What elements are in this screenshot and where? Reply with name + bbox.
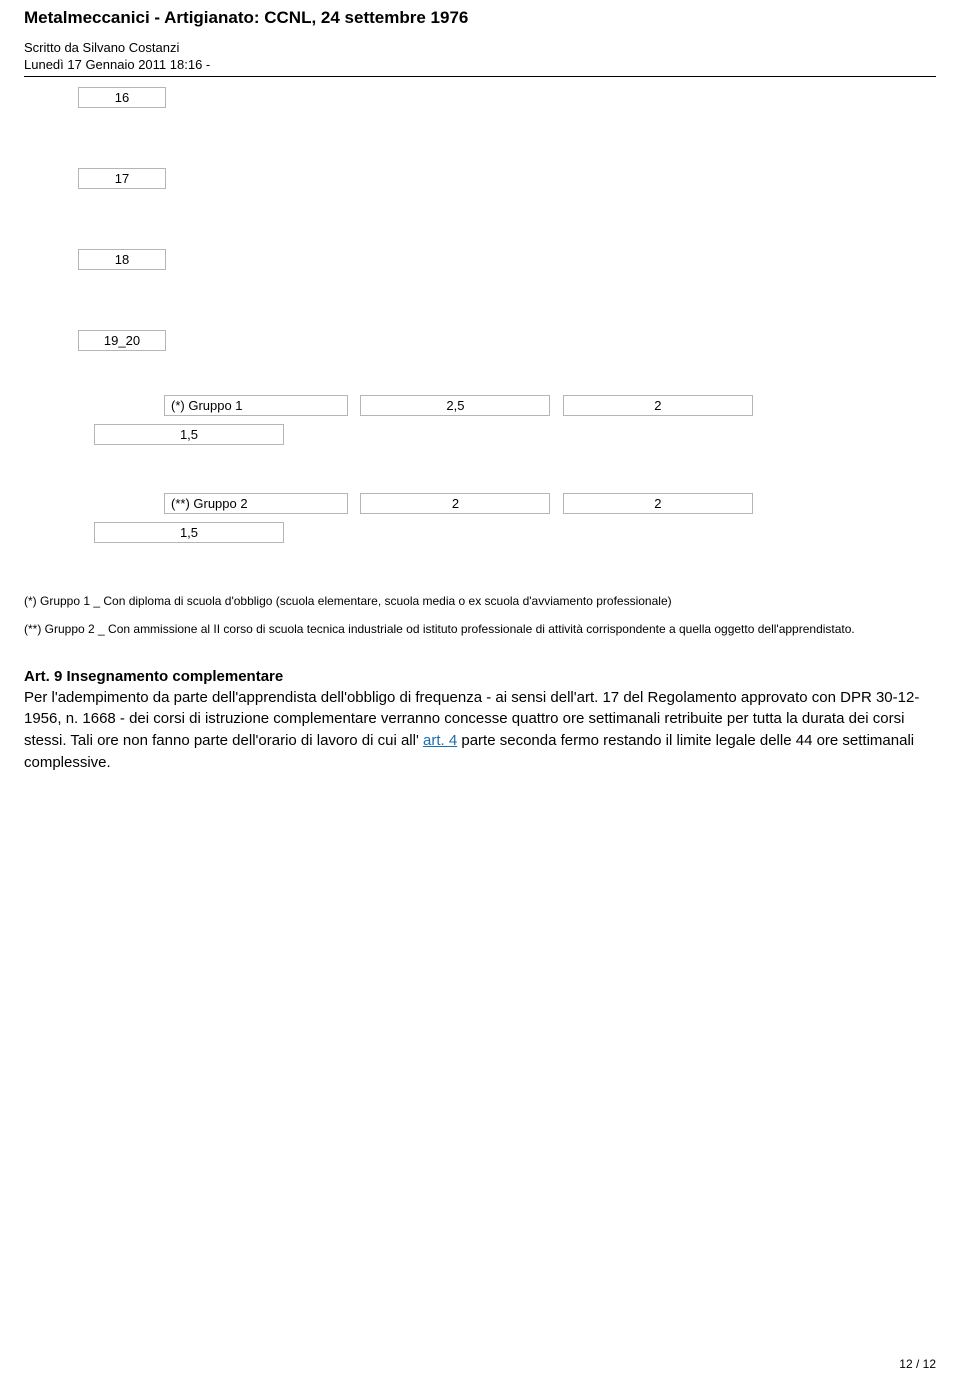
group-value: 2 (360, 493, 550, 514)
footnote-2: (**) Gruppo 2 _ Con ammissione al II cor… (24, 619, 936, 639)
article-body: Per l'adempimento da parte dell'apprendi… (24, 687, 936, 774)
article-heading: Art. 9 Insegnamento complementare (24, 668, 936, 685)
group-value: 2,5 (360, 395, 550, 416)
age-cell: 17 (78, 168, 166, 189)
group-value: 2 (563, 395, 753, 416)
footnote-1: (*) Gruppo 1 _ Con diploma di scuola d'o… (24, 591, 936, 611)
age-cell: 19_20 (78, 330, 166, 351)
group-value: 1,5 (94, 522, 284, 543)
group-value: 2 (563, 493, 753, 514)
group-value: 1,5 (94, 424, 284, 445)
page-number: 12 / 12 (899, 1357, 936, 1371)
page-title: Metalmeccanici - Artigianato: CCNL, 24 s… (24, 8, 936, 28)
date-line: Lunedì 17 Gennaio 2011 18:16 - (24, 57, 936, 74)
age-cell: 18 (78, 249, 166, 270)
author-line: Scritto da Silvano Costanzi (24, 40, 936, 57)
group-label: (**) Gruppo 2 (164, 493, 348, 514)
age-cell: 16 (78, 87, 166, 108)
header-rule (24, 76, 936, 77)
group-label: (*) Gruppo 1 (164, 395, 348, 416)
group-row-1: (*) Gruppo 1 2,5 2 1,5 (94, 395, 936, 453)
article-link[interactable]: art. 4 (423, 732, 457, 749)
group-row-2: (**) Gruppo 2 2 2 1,5 (94, 493, 936, 551)
footnotes: (*) Gruppo 1 _ Con diploma di scuola d'o… (24, 591, 936, 640)
